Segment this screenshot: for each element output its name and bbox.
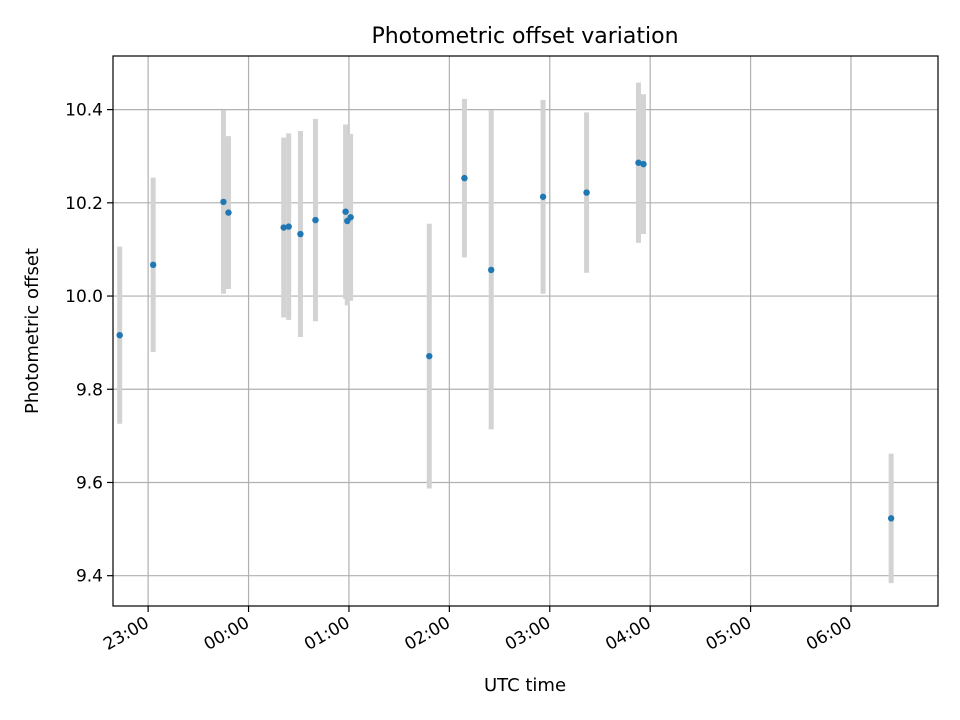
y-tick-label: 9.6: [76, 473, 103, 493]
data-point: [887, 515, 895, 522]
data-point: [487, 266, 495, 274]
data-point: [426, 352, 433, 360]
y-tick-label: 9.8: [76, 380, 103, 400]
data-point: [583, 189, 590, 196]
data-point: [297, 230, 304, 238]
y-tick-label: 10.0: [65, 287, 103, 307]
data-point: [280, 224, 287, 231]
data-point: [225, 209, 232, 216]
y-tick-label: 9.4: [76, 567, 103, 587]
data-point: [539, 193, 547, 200]
data-point: [640, 160, 647, 168]
y-tick-label: 10.2: [65, 194, 103, 214]
y-axis-label: Photometric offset: [22, 248, 43, 414]
x-tick-label: 01:00: [301, 613, 353, 655]
grid-layer: [113, 56, 938, 606]
x-tick-label: 04:00: [602, 613, 654, 655]
tick-layer: 9.4 9.6 9.8 10.0 10.2 10.4 23:00 00:00 01:00 02:0…: [65, 101, 855, 655]
data-point: [347, 214, 354, 221]
point-layer: [116, 159, 895, 522]
x-axis-label: UTC time: [484, 675, 566, 696]
data-point: [149, 261, 157, 269]
data-point: [635, 159, 642, 166]
data-point: [116, 331, 123, 339]
data-point: [461, 174, 468, 182]
x-tick-label: 00:00: [201, 613, 253, 655]
y-tick-label: 10.4: [65, 101, 103, 121]
data-point: [342, 208, 349, 215]
x-tick-label: 03:00: [502, 613, 554, 655]
data-point: [220, 198, 227, 206]
plot-frame: [112, 55, 939, 607]
x-tick-label: 02:00: [401, 613, 453, 655]
data-point: [312, 216, 319, 224]
x-tick-label: 05:00: [703, 613, 755, 655]
data-point: [285, 223, 292, 230]
x-tick-label: 23:00: [100, 613, 152, 655]
x-tick-label: 06:00: [803, 613, 855, 655]
chart-title: Photometric offset variation: [371, 24, 678, 49]
errorbar-layer: [117, 82, 894, 584]
